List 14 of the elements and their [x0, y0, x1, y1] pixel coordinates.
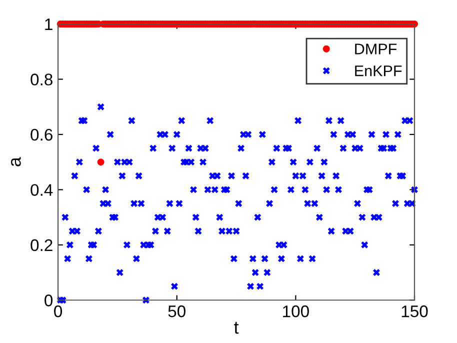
y-tick-label: 0.4 — [30, 184, 53, 196]
y-axis-title: a — [10, 157, 21, 166]
x-tick-label: 50 — [168, 305, 186, 318]
legend-label: EnKPF — [355, 66, 402, 76]
y-tick-label: 1 — [45, 18, 52, 30]
x-tick-label: 100 — [283, 305, 309, 318]
x-tick-label: 150 — [402, 305, 428, 318]
x-tick-label: 0 — [54, 305, 62, 318]
legend-label: DMPF — [355, 44, 397, 54]
y-tick-label: 0 — [44, 294, 53, 306]
y-tick-label: 0.6 — [30, 128, 52, 141]
y-tick-label: 0.8 — [30, 74, 52, 86]
y-tick-label: 0.2 — [30, 239, 52, 252]
x-axis-title: t — [234, 322, 239, 334]
